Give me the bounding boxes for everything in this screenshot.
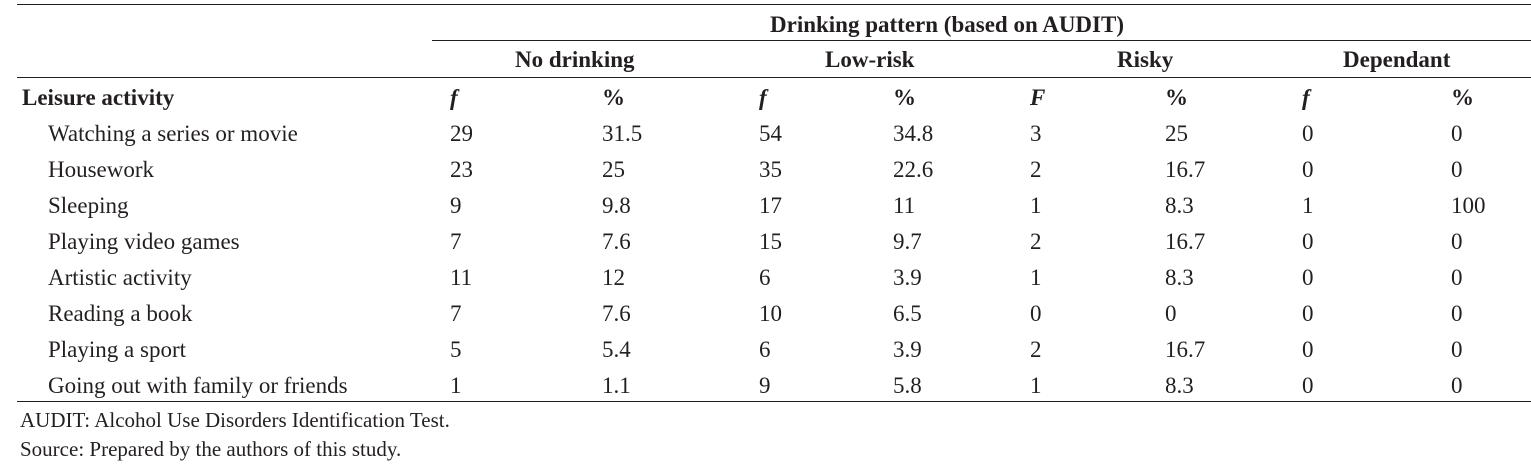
row-label: Watching a series or movie [48, 121, 298, 146]
table-cell: 3.9 [893, 265, 922, 290]
row-label: Housework [48, 157, 155, 182]
table-cell: 8.3 [1165, 373, 1194, 398]
table-cell: 9 [759, 373, 771, 398]
row-label: Reading a book [48, 301, 193, 326]
row-label: Playing a sport [48, 337, 186, 362]
table-cell: 11 [450, 265, 473, 290]
subheader-percent: % [1451, 85, 1474, 110]
table-cell: 1.1 [602, 373, 631, 398]
table-cell: 3.9 [893, 337, 922, 362]
table-cell: 10 [759, 301, 782, 326]
table-cell: 9.8 [602, 193, 631, 218]
subheader-f: f [450, 85, 458, 110]
top-rule [17, 4, 1531, 5]
table-cell: 0 [1451, 337, 1463, 362]
table-cell: 0 [1302, 157, 1314, 182]
table-cell: 22.6 [893, 157, 934, 182]
header-rule [17, 77, 1531, 78]
table-cell: 7 [450, 229, 462, 254]
table-cell: 34.8 [893, 121, 934, 146]
table-cell: 8.3 [1165, 265, 1194, 290]
table-cell: 0 [1302, 229, 1314, 254]
table-cell: 0 [1451, 301, 1463, 326]
table-cell: 15 [759, 229, 782, 254]
row-label: Sleeping [48, 193, 129, 218]
table-cell: 6.5 [893, 301, 922, 326]
table-cell: 11 [893, 193, 916, 218]
table-cell: 2 [1030, 337, 1042, 362]
subheader-f: F [1030, 85, 1046, 110]
row-header: Leisure activity [22, 85, 175, 110]
group-header-risky: Risky [1117, 47, 1174, 72]
table-cell: 1 [450, 373, 462, 398]
table-cell: 29 [450, 121, 473, 146]
table-cell: 100 [1451, 193, 1486, 218]
table-cell: 2 [1030, 229, 1042, 254]
table-cell: 0 [1451, 373, 1463, 398]
table-cell: 0 [1451, 265, 1463, 290]
footnote-source: Source: Prepared by the authors of this … [20, 437, 402, 461]
table-cell: 6 [759, 265, 771, 290]
table-cell: 0 [1451, 121, 1463, 146]
table-cell: 25 [1165, 121, 1188, 146]
table-cell: 1 [1030, 373, 1042, 398]
table-cell: 0 [1451, 229, 1463, 254]
table-cell: 16.7 [1165, 229, 1206, 254]
table-cell: 0 [1302, 121, 1314, 146]
row-label: Artistic activity [48, 265, 192, 290]
table-cell: 0 [1302, 337, 1314, 362]
table-cell: 8.3 [1165, 193, 1194, 218]
group-header-no-drinking: No drinking [515, 47, 635, 72]
table-cell: 0 [1302, 373, 1314, 398]
table-cell: 9 [450, 193, 462, 218]
subheader-percent: % [1165, 85, 1188, 110]
spanner-header: Drinking pattern (based on AUDIT) [770, 12, 1124, 37]
table-cell: 0 [1302, 265, 1314, 290]
table-cell: 9.7 [893, 229, 922, 254]
table-cell: 7.6 [602, 301, 631, 326]
table-cell: 31.5 [602, 121, 643, 146]
group-header-low-risk: Low-risk [825, 47, 915, 72]
table-cell: 3 [1030, 121, 1042, 146]
footnote-abbreviation: AUDIT: Alcohol Use Disorders Identificat… [20, 408, 450, 432]
table-cell: 25 [602, 157, 625, 182]
table-cell: 7 [450, 301, 462, 326]
table-cell: 7.6 [602, 229, 631, 254]
table-cell: 17 [759, 193, 782, 218]
table-cell: 1 [1030, 193, 1042, 218]
group-header-dependant: Dependant [1343, 47, 1451, 72]
table-cell: 0 [1451, 157, 1463, 182]
table-cell: 2 [1030, 157, 1042, 182]
table-cell: 54 [759, 121, 782, 146]
table-cell: 0 [1165, 301, 1177, 326]
table-cell: 5.8 [893, 373, 922, 398]
table-cell: 6 [759, 337, 771, 362]
subheader-f: f [759, 85, 767, 110]
table-cell: 35 [759, 157, 782, 182]
table-cell: 12 [602, 265, 625, 290]
table-cell: 1 [1302, 193, 1314, 218]
row-label: Going out with family or friends [48, 373, 348, 398]
table-cell: 5.4 [602, 337, 631, 362]
bottom-rule [17, 401, 1531, 402]
subheader-percent: % [893, 85, 916, 110]
table-cell: 0 [1302, 301, 1314, 326]
row-label: Playing video games [48, 229, 240, 254]
table-cell: 16.7 [1165, 157, 1206, 182]
table-cell: 23 [450, 157, 473, 182]
table-cell: 5 [450, 337, 462, 362]
table-cell: 0 [1030, 301, 1042, 326]
spanner-rule [432, 40, 1531, 41]
table-cell: 1 [1030, 265, 1042, 290]
subheader-percent: % [602, 85, 625, 110]
subheader-f: f [1302, 85, 1310, 110]
table-cell: 16.7 [1165, 337, 1206, 362]
